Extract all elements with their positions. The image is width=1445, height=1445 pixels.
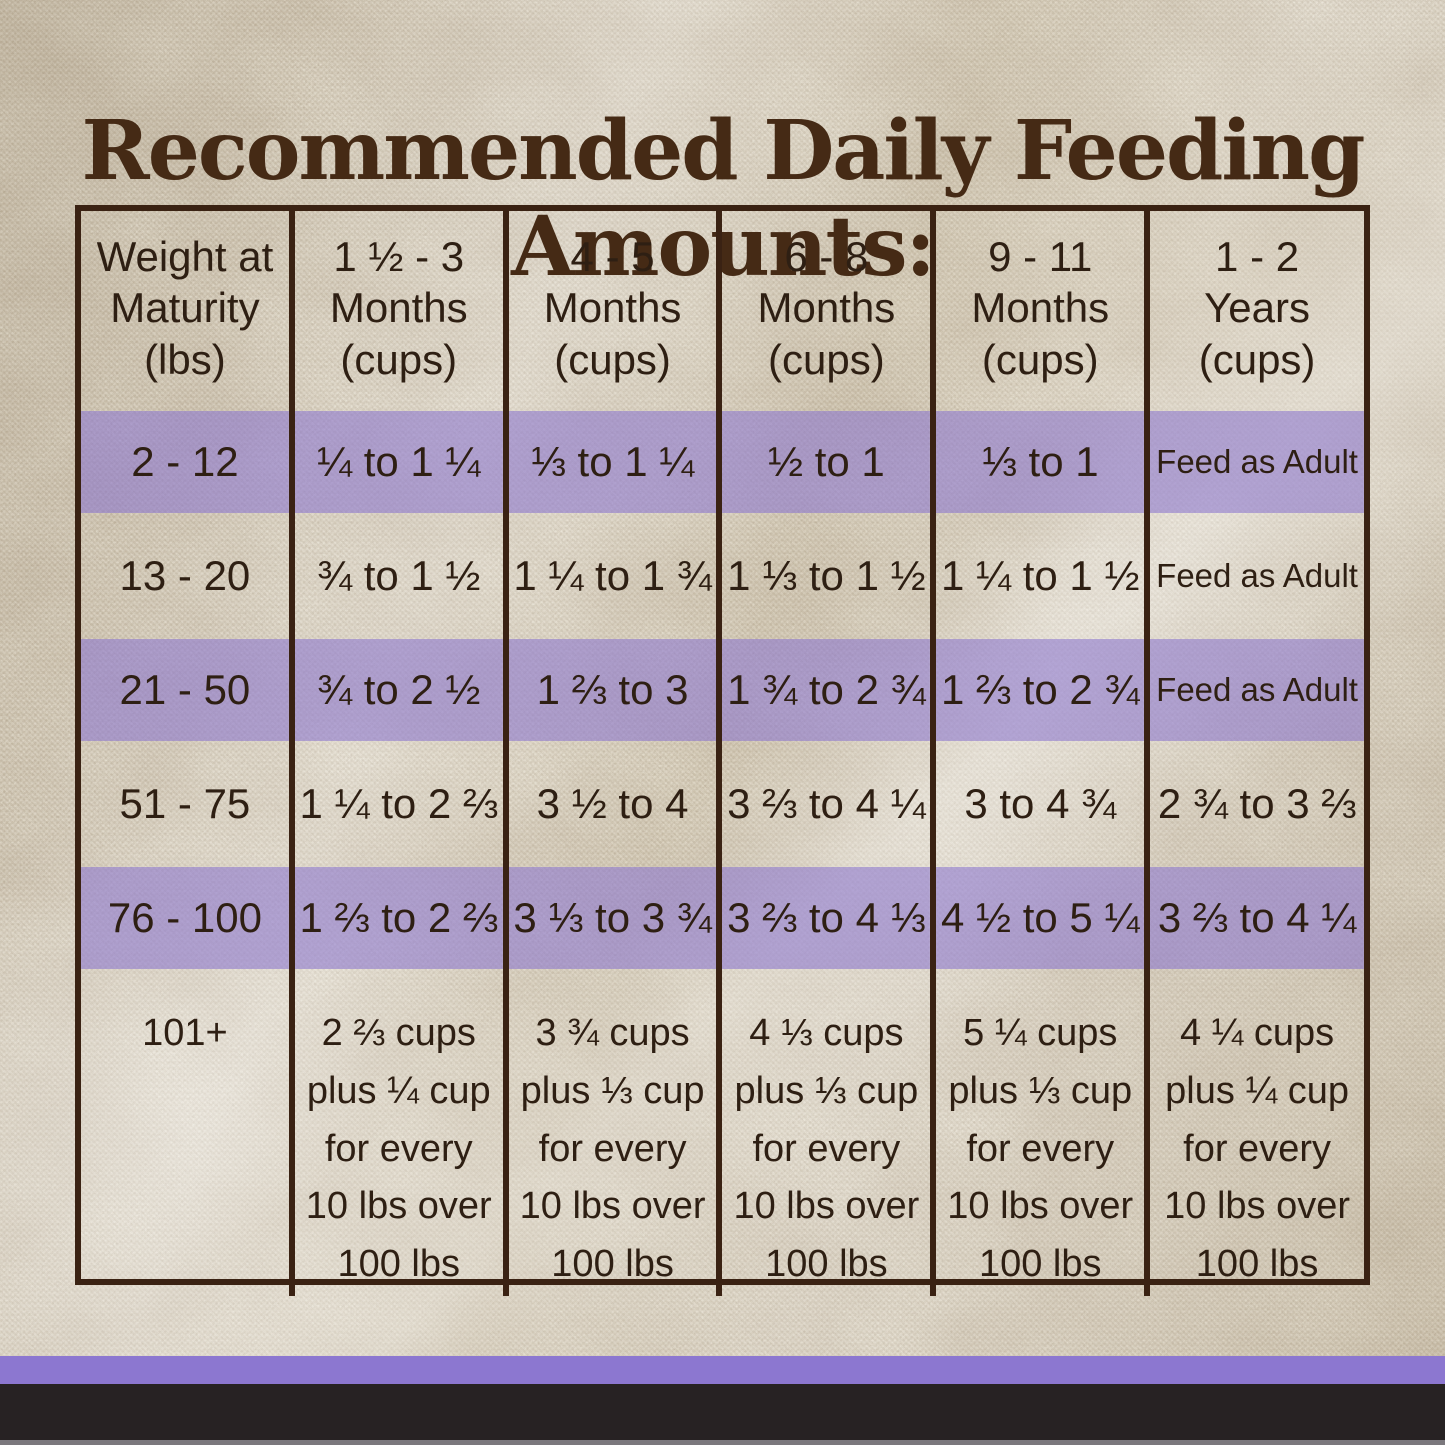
table-row-76-100: 76 - 100 1 ⅔ to 2 ⅔ 3 ⅓ to 3 ¾ 3 ⅔ to 4 … xyxy=(81,861,1364,975)
cell-feed-as-adult: Feed as Adult xyxy=(1150,633,1364,747)
cell-amount: ⅓ to 1 xyxy=(936,405,1151,519)
cell-feed-as-adult: Feed as Adult xyxy=(1156,556,1358,594)
footer-purple-bar xyxy=(0,1356,1445,1384)
cell-amount: 1 ⅔ to 3 xyxy=(508,633,723,747)
cell-amount: 4 ¼ cups plus ¼ cup for every 10 lbs ove… xyxy=(1164,1012,1351,1285)
header-cell-weight: Weight at Maturity (lbs) xyxy=(81,211,295,405)
footer-black-bar xyxy=(0,1384,1445,1440)
cell-amount: ½ to 1 xyxy=(722,405,937,519)
cell-amount: 3 to 4 ¾ xyxy=(936,747,1151,861)
table-header-row: Weight at Maturity (lbs) 1 ½ - 3 Months … xyxy=(81,211,1364,405)
header-cell-6-8-months: 6 - 8 Months (cups) xyxy=(722,211,937,405)
cell-amount: 3 ⅔ to 4 ¼ xyxy=(1150,861,1364,975)
header-cell-1-2-years: 1 - 2 Years (cups) xyxy=(1198,233,1316,383)
table-row-21-50: 21 - 50 ¾ to 2 ½ 1 ⅔ to 3 1 ¾ to 2 ¾ 1 ⅔… xyxy=(81,633,1364,747)
cell-amount: 3 ⅔ to 4 ⅓ xyxy=(722,861,937,975)
cell-amount: ⅓ to 1 ¼ xyxy=(508,405,723,519)
cell-amount: 1 ¼ to 1 ¾ xyxy=(509,519,723,633)
header-cell-1-5-3-months: 1 ½ - 3 Months (cups) xyxy=(295,211,509,405)
table-row-101-plus: 101+ 2 ⅔ cups plus ¼ cup for every 10 lb… xyxy=(81,975,1364,1296)
header-cell-4-5-months: 4 - 5 Months (cups) xyxy=(509,211,723,405)
cell-weight-range: 101+ xyxy=(81,975,295,1296)
cell-amount: 4 ⅓ cups plus ⅓ cup for every 10 lbs ove… xyxy=(722,975,937,1296)
cell-amount: ¾ to 2 ½ xyxy=(294,633,509,747)
cell-weight-range: 21 - 50 xyxy=(81,633,295,747)
cell-amount: 1 ¾ to 2 ¾ xyxy=(722,633,937,747)
cell-weight-range: 76 - 100 xyxy=(81,861,295,975)
cell-weight-range: 2 - 12 xyxy=(81,405,295,519)
cell-amount: 2 ¾ to 3 ⅔ xyxy=(1157,780,1357,828)
cell-amount: 1 ⅓ to 1 ½ xyxy=(722,519,937,633)
cell-amount: 3 ½ to 4 xyxy=(509,747,723,861)
cell-amount: 3 ⅔ to 4 ¼ xyxy=(722,747,937,861)
cell-amount: 1 ⅔ to 2 ⅔ xyxy=(294,861,509,975)
cell-amount: 2 ⅔ cups plus ¼ cup for every 10 lbs ove… xyxy=(295,975,509,1296)
feeding-table: Weight at Maturity (lbs) 1 ½ - 3 Months … xyxy=(75,205,1370,1296)
cell-amount: ¾ to 1 ½ xyxy=(295,519,509,633)
footer-gray-strip xyxy=(0,1440,1445,1445)
table-row-13-20: 13 - 20 ¾ to 1 ½ 1 ¼ to 1 ¾ 1 ⅓ to 1 ½ 1… xyxy=(81,519,1364,633)
cell-weight-range: 51 - 75 xyxy=(81,747,295,861)
cell-amount: 3 ¾ cups plus ⅓ cup for every 10 lbs ove… xyxy=(509,975,723,1296)
cell-amount: 1 ⅔ to 2 ¾ xyxy=(936,633,1151,747)
table-row-51-75: 51 - 75 1 ¼ to 2 ⅔ 3 ½ to 4 3 ⅔ to 4 ¼ 3… xyxy=(81,747,1364,861)
page-title: Recommended Daily Feeding Amounts: xyxy=(81,102,1366,295)
cell-weight-range: 13 - 20 xyxy=(81,519,295,633)
cell-amount: ¼ to 1 ¼ xyxy=(294,405,509,519)
cell-amount: 3 ⅓ to 3 ¾ xyxy=(508,861,723,975)
table-row-2-12: 2 - 12 ¼ to 1 ¼ ⅓ to 1 ¼ ½ to 1 ⅓ to 1 F… xyxy=(81,405,1364,519)
cell-amount: 1 ¼ to 2 ⅔ xyxy=(295,747,509,861)
cell-amount: 5 ¼ cups plus ⅓ cup for every 10 lbs ove… xyxy=(936,975,1151,1296)
header-cell-9-11-months: 9 - 11 Months (cups) xyxy=(936,211,1151,405)
cell-amount: 1 ¼ to 1 ½ xyxy=(936,519,1151,633)
cell-amount: 4 ½ to 5 ¼ xyxy=(936,861,1151,975)
cell-feed-as-adult: Feed as Adult xyxy=(1150,405,1364,519)
